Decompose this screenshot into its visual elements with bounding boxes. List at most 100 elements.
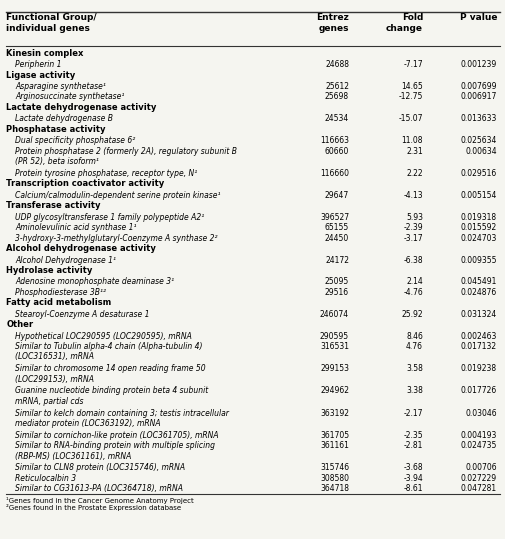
Text: -6.38: -6.38: [402, 255, 422, 265]
Text: 0.001239: 0.001239: [460, 60, 496, 69]
Text: 0.00706: 0.00706: [465, 464, 496, 472]
Text: 11.08: 11.08: [401, 136, 422, 146]
Text: Similar to kelch domain containing 3; testis intracellular
mediator protein (LOC: Similar to kelch domain containing 3; te…: [16, 409, 229, 428]
Text: Phosphodiesterase 3B¹²: Phosphodiesterase 3B¹²: [16, 288, 106, 297]
Text: -3.68: -3.68: [402, 464, 422, 472]
Text: 0.002463: 0.002463: [460, 332, 496, 341]
Text: 116663: 116663: [320, 136, 348, 146]
Text: ²Genes found in the Prostate Expression database: ²Genes found in the Prostate Expression …: [7, 505, 181, 512]
Text: Phosphatase activity: Phosphatase activity: [7, 125, 106, 134]
Text: 24688: 24688: [325, 60, 348, 69]
Text: 0.045491: 0.045491: [460, 278, 496, 287]
Text: Arginosuccinate synthetase¹: Arginosuccinate synthetase¹: [16, 93, 125, 101]
Text: Guanine nucleotide binding protein beta 4 subunit
mRNA, partial cds: Guanine nucleotide binding protein beta …: [16, 386, 209, 406]
Text: 0.019238: 0.019238: [460, 364, 496, 374]
Text: 0.019318: 0.019318: [460, 213, 496, 222]
Text: Hypothetical LOC290595 (LOC290595), mRNA: Hypothetical LOC290595 (LOC290595), mRNA: [16, 332, 192, 341]
Text: 24534: 24534: [324, 114, 348, 123]
Text: 0.027229: 0.027229: [460, 474, 496, 482]
Text: 24172: 24172: [325, 255, 348, 265]
Text: 246074: 246074: [319, 310, 348, 319]
Text: 0.004193: 0.004193: [460, 431, 496, 440]
Text: 0.031324: 0.031324: [460, 310, 496, 319]
Text: -3.94: -3.94: [402, 474, 422, 482]
Text: 0.024735: 0.024735: [460, 441, 496, 450]
Text: 290595: 290595: [319, 332, 348, 341]
Text: 2.14: 2.14: [406, 278, 422, 287]
Text: 0.017132: 0.017132: [460, 342, 496, 351]
Text: 3-hydroxy-3-methylglutaryl-Coenzyme A synthase 2²: 3-hydroxy-3-methylglutaryl-Coenzyme A sy…: [16, 233, 218, 243]
Text: 3.38: 3.38: [406, 386, 422, 396]
Text: Peripherin 1: Peripherin 1: [16, 60, 62, 69]
Text: 0.009355: 0.009355: [460, 255, 496, 265]
Text: Similar to CLN8 protein (LOC315746), mRNA: Similar to CLN8 protein (LOC315746), mRN…: [16, 464, 185, 472]
Text: -15.07: -15.07: [398, 114, 422, 123]
Text: 0.00634: 0.00634: [465, 147, 496, 156]
Text: Lactate dehydrogenase activity: Lactate dehydrogenase activity: [7, 103, 157, 112]
Text: Hydrolase activity: Hydrolase activity: [7, 266, 92, 275]
Text: Functional Group/
individual genes: Functional Group/ individual genes: [7, 13, 97, 32]
Text: Similar to RNA-binding protein with multiple splicing
(RBP-MS) (LOC361161), mRNA: Similar to RNA-binding protein with mult…: [16, 441, 215, 460]
Text: -3.17: -3.17: [402, 233, 422, 243]
Text: Alcohol dehydrogenase activity: Alcohol dehydrogenase activity: [7, 244, 156, 253]
Text: Lactate dehydrogenase B: Lactate dehydrogenase B: [16, 114, 113, 123]
Text: -7.17: -7.17: [402, 60, 422, 69]
Text: Kinesin complex: Kinesin complex: [7, 49, 84, 58]
Text: 25612: 25612: [325, 82, 348, 91]
Text: 0.047281: 0.047281: [460, 484, 496, 493]
Text: Dual specificity phosphatase 6²: Dual specificity phosphatase 6²: [16, 136, 135, 146]
Text: 116660: 116660: [320, 169, 348, 178]
Text: 0.007699: 0.007699: [460, 82, 496, 91]
Text: 5.93: 5.93: [406, 213, 422, 222]
Text: 294962: 294962: [320, 386, 348, 396]
Text: 29647: 29647: [324, 191, 348, 200]
Text: -2.35: -2.35: [402, 431, 422, 440]
Text: 0.03046: 0.03046: [465, 409, 496, 418]
Text: -2.81: -2.81: [403, 441, 422, 450]
Text: 315746: 315746: [319, 464, 348, 472]
Text: 24450: 24450: [324, 233, 348, 243]
Text: 299153: 299153: [320, 364, 348, 374]
Text: Protein phosphatase 2 (formerly 2A), regulatory subunit B
(PR 52), beta isoform¹: Protein phosphatase 2 (formerly 2A), reg…: [16, 147, 237, 166]
Text: ¹Genes found in the Cancer Genome Anatomy Project: ¹Genes found in the Cancer Genome Anatom…: [7, 497, 194, 504]
Text: 0.017726: 0.017726: [460, 386, 496, 396]
Text: 4.76: 4.76: [406, 342, 422, 351]
Text: 0.024703: 0.024703: [460, 233, 496, 243]
Text: 363192: 363192: [320, 409, 348, 418]
Text: Ligase activity: Ligase activity: [7, 71, 76, 80]
Text: Calcium/calmodulin-dependent serine protein kinase¹: Calcium/calmodulin-dependent serine prot…: [16, 191, 221, 200]
Text: 361161: 361161: [320, 441, 348, 450]
Text: 0.025634: 0.025634: [460, 136, 496, 146]
Text: 0.029516: 0.029516: [460, 169, 496, 178]
Text: 396527: 396527: [319, 213, 348, 222]
Text: -4.76: -4.76: [402, 288, 422, 297]
Text: 316531: 316531: [320, 342, 348, 351]
Text: Transferase activity: Transferase activity: [7, 201, 100, 210]
Text: 14.65: 14.65: [400, 82, 422, 91]
Text: 2.22: 2.22: [406, 169, 422, 178]
Text: Other: Other: [7, 320, 33, 329]
Text: -8.61: -8.61: [403, 484, 422, 493]
Text: 0.005154: 0.005154: [460, 191, 496, 200]
Text: Alcohol Dehydrogenase 1¹: Alcohol Dehydrogenase 1¹: [16, 255, 116, 265]
Text: Protein tyrosine phosphatase, receptor type, N¹: Protein tyrosine phosphatase, receptor t…: [16, 169, 197, 178]
Text: -4.13: -4.13: [402, 191, 422, 200]
Text: 3.58: 3.58: [406, 364, 422, 374]
Text: 0.015592: 0.015592: [460, 223, 496, 232]
Text: Transcription coactivator activity: Transcription coactivator activity: [7, 179, 164, 188]
Text: 60660: 60660: [324, 147, 348, 156]
Text: Entrez
genes: Entrez genes: [316, 13, 348, 32]
Text: 25698: 25698: [324, 93, 348, 101]
Text: Fatty acid metabolism: Fatty acid metabolism: [7, 298, 112, 307]
Text: Asparagine synthetase¹: Asparagine synthetase¹: [16, 82, 106, 91]
Text: 361705: 361705: [319, 431, 348, 440]
Text: 25.92: 25.92: [400, 310, 422, 319]
Text: 65155: 65155: [324, 223, 348, 232]
Text: -2.39: -2.39: [402, 223, 422, 232]
Text: Stearoyl-Coenzyme A desaturase 1: Stearoyl-Coenzyme A desaturase 1: [16, 310, 149, 319]
Text: Reticulocalbin 3: Reticulocalbin 3: [16, 474, 76, 482]
Text: -12.75: -12.75: [398, 93, 422, 101]
Text: UDP glycosyltransferase 1 family polypeptide A2¹: UDP glycosyltransferase 1 family polypep…: [16, 213, 205, 222]
Text: Similar to chromosome 14 open reading frame 50
(LOC299153), mRNA: Similar to chromosome 14 open reading fr…: [16, 364, 206, 384]
Text: 0.006917: 0.006917: [460, 93, 496, 101]
